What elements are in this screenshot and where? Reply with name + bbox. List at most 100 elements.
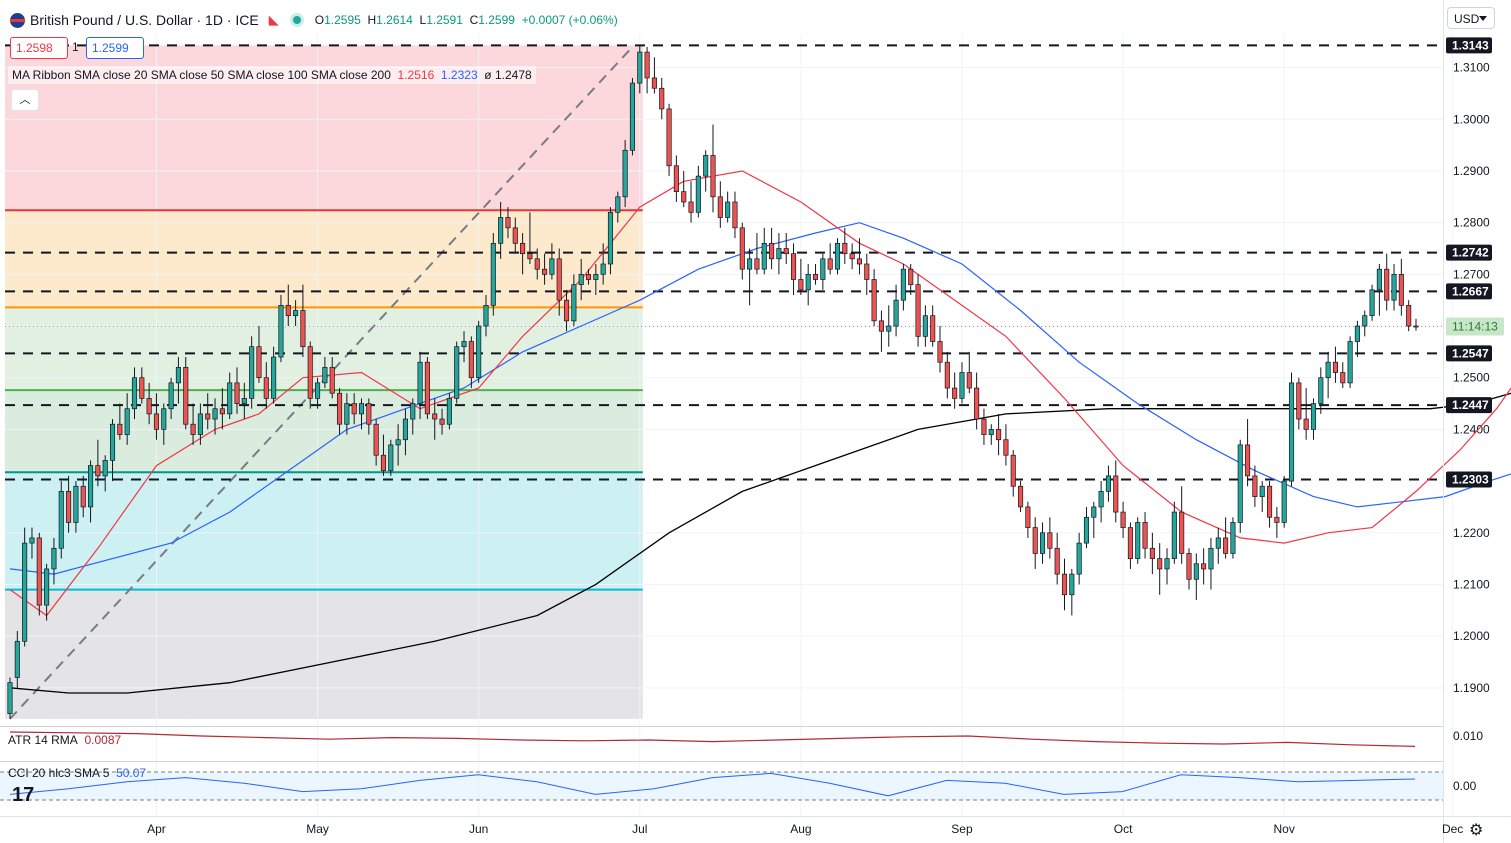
candle-body <box>1237 444 1243 523</box>
candle-body <box>981 418 987 435</box>
candle-body <box>893 299 899 327</box>
cci-value: 50.07 <box>116 766 147 780</box>
candle <box>886 305 892 347</box>
settings-gear-icon[interactable]: ⚙ <box>1469 822 1484 839</box>
candle-body <box>629 82 635 151</box>
candle <box>944 351 950 399</box>
candle-body <box>695 175 701 213</box>
y-tick-label: 1.2900 <box>1453 164 1490 178</box>
candle <box>717 181 723 228</box>
candle-body <box>197 413 203 435</box>
candle-body <box>1135 522 1141 559</box>
candle-body <box>937 341 943 363</box>
candle-body <box>864 263 870 280</box>
candle <box>183 357 189 430</box>
candle <box>1157 543 1163 595</box>
candle <box>981 408 987 445</box>
buy-price-box[interactable]: 1.2599 <box>86 37 144 59</box>
candle <box>842 227 848 264</box>
candle <box>175 357 181 404</box>
candle <box>454 341 460 404</box>
candle <box>1215 527 1221 564</box>
candle <box>498 201 504 259</box>
collapse-legend-chevron-icon[interactable]: ︿ <box>11 89 39 111</box>
candle-body <box>1406 304 1412 327</box>
candle-body <box>88 465 94 508</box>
candle-body <box>1120 511 1126 528</box>
candle <box>278 295 284 363</box>
candle <box>747 248 753 306</box>
cci-legend[interactable]: CCI 20 hlc3 SMA 5 50.07 <box>8 766 146 780</box>
candle <box>80 475 86 518</box>
candle-body <box>527 253 533 260</box>
candle-body <box>600 263 606 275</box>
candle-body <box>1274 516 1280 523</box>
candle-body <box>542 268 548 275</box>
candle-body <box>66 491 72 523</box>
candle-body <box>1018 485 1024 508</box>
candle <box>651 57 657 94</box>
candle <box>937 326 943 373</box>
fib-zone <box>5 472 643 590</box>
candle <box>395 424 401 466</box>
candle-body <box>446 398 452 425</box>
candle <box>1237 439 1243 533</box>
candle <box>58 481 64 559</box>
candle <box>908 264 914 296</box>
candle-body <box>285 304 291 317</box>
level-label: 1.2742 <box>1452 246 1489 260</box>
candle <box>227 372 233 420</box>
candle <box>1186 548 1192 590</box>
candle-body <box>1384 268 1390 301</box>
candle <box>197 403 203 445</box>
candle-body <box>966 372 972 389</box>
candle-body <box>878 320 884 332</box>
candle-body <box>703 155 709 177</box>
countdown-label-bg <box>1446 317 1504 336</box>
candle <box>117 403 123 440</box>
level-label: 1.2303 <box>1452 473 1489 487</box>
candle <box>102 455 108 492</box>
ma-ribbon-legend[interactable]: MA Ribbon SMA close 20 SMA close 50 SMA … <box>8 66 536 84</box>
candle-body <box>1142 522 1148 549</box>
symbol-header[interactable]: British Pound / U.S. Dollar · 1D · ICE ◣… <box>10 10 618 30</box>
candle-body <box>7 682 13 715</box>
candle-body <box>1303 418 1309 430</box>
candle-body <box>263 377 269 399</box>
candle <box>1310 398 1317 440</box>
candle <box>959 362 965 404</box>
y-tick-label: 1.2000 <box>1453 629 1490 643</box>
candle <box>769 227 775 270</box>
candle <box>293 300 299 327</box>
candle <box>820 253 826 290</box>
candle <box>966 351 972 394</box>
sma50-line <box>9 222 1511 575</box>
atr-legend[interactable]: ATR 14 RMA 0.0087 <box>8 733 121 747</box>
candle-body <box>1047 532 1053 549</box>
candle-body <box>900 268 906 301</box>
candle <box>1069 568 1075 616</box>
candle <box>812 264 819 285</box>
currency-select[interactable]: USD <box>1447 7 1495 29</box>
candle <box>629 77 635 156</box>
candle <box>834 238 841 275</box>
candle <box>1201 548 1207 585</box>
candle-body <box>593 273 599 280</box>
candle <box>1354 320 1360 358</box>
candle-body <box>673 165 679 192</box>
tradingview-logo-icon[interactable]: 17 <box>12 784 35 806</box>
candle-body <box>417 361 423 404</box>
candle-body <box>1076 542 1082 575</box>
candle-body <box>791 253 797 280</box>
candle <box>542 253 548 285</box>
candle-body <box>1127 527 1133 559</box>
candle <box>520 232 526 275</box>
candle <box>563 289 570 332</box>
candle <box>14 630 20 688</box>
sell-price-box[interactable]: 1.2598 <box>10 37 68 59</box>
candle <box>439 408 445 435</box>
candle-body <box>827 258 833 270</box>
x-tick-label: May <box>306 822 329 836</box>
candle <box>578 258 584 301</box>
